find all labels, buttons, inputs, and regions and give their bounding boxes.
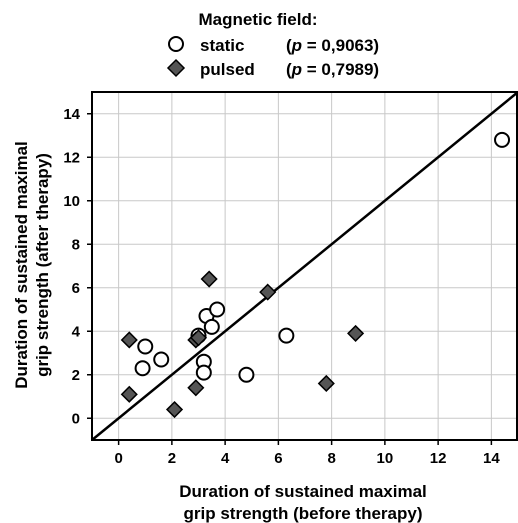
data-point-pulsed (347, 324, 365, 342)
data-point-static (203, 318, 220, 335)
y-tick-label: 0 (72, 410, 80, 427)
plot-frame (91, 91, 518, 441)
x-tick-label: 2 (168, 450, 176, 467)
x-axis-title-line2: grip strength (before therapy) (184, 504, 423, 523)
x-tick-label: 0 (114, 450, 122, 467)
x-tick-label: 12 (430, 450, 447, 467)
legend-marker-pulsed (166, 58, 186, 78)
x-tick-label: 10 (377, 450, 394, 467)
data-point-static (134, 360, 151, 377)
data-point-static (209, 301, 226, 318)
legend-marker-static (168, 36, 184, 52)
x-tick-label: 6 (274, 450, 282, 467)
data-points (120, 131, 511, 419)
y-tick-label: 4 (72, 323, 81, 340)
y-axis-title: Duration of sustained maximal grip streng… (12, 141, 52, 389)
y-tick-label: 8 (72, 236, 80, 253)
axis-ticks: 0 2 4 6 8 10 12 14 0 2 4 6 8 10 12 14 (63, 106, 500, 467)
legend-title: Magnetic field: (198, 10, 317, 29)
y-tick-label: 12 (63, 149, 80, 166)
data-point-static (494, 131, 511, 148)
x-tick-label: 4 (221, 450, 230, 467)
x-axis-title: Duration of sustained maximal grip streng… (179, 482, 427, 523)
reference-line-group (91, 91, 518, 441)
data-point-pulsed (120, 331, 138, 349)
x-tick-label: 8 (327, 450, 335, 467)
legend-label-pulsed: pulsed (200, 60, 255, 79)
y-tick-label: 2 (72, 367, 80, 384)
data-point-static (153, 351, 170, 368)
y-tick-label: 6 (72, 280, 80, 297)
y-axis-title-line2: grip strength (after therapy) (33, 153, 52, 377)
legend-stat-static: (p = 0,9063) (286, 36, 379, 55)
y-axis-title-line1: Duration of sustained maximal (12, 141, 31, 389)
y-tick-label: 14 (63, 106, 80, 123)
data-point-static (195, 364, 212, 381)
grid (92, 92, 518, 440)
data-point-pulsed (259, 283, 277, 301)
legend-stat-pulsed: (p = 0,7989) (286, 60, 379, 79)
data-point-pulsed (165, 400, 184, 419)
data-point-static (137, 338, 154, 355)
data-point-pulsed (317, 374, 335, 393)
data-point-pulsed (200, 270, 218, 288)
data-point-pulsed (187, 379, 205, 397)
x-axis-title-line1: Duration of sustained maximal (179, 482, 427, 501)
legend-label-static: static (200, 36, 244, 55)
x-tick-label: 14 (483, 450, 500, 467)
data-point-static (278, 327, 295, 344)
data-point-static (238, 366, 255, 383)
data-point-pulsed (120, 385, 138, 403)
y-tick-label: 10 (63, 193, 80, 210)
data-point-pulsed (189, 329, 208, 347)
legend: Magnetic field: static (p = 0,9063) puls… (166, 10, 379, 79)
reference-line (91, 91, 518, 441)
